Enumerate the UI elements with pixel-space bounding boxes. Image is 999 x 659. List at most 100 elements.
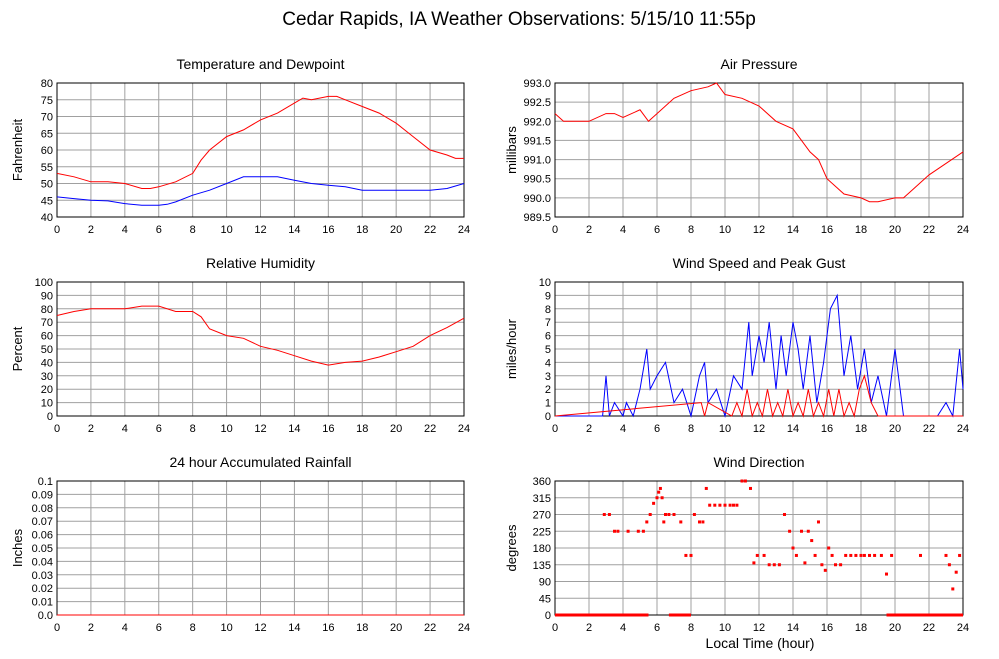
data-point xyxy=(810,539,814,543)
y-tick-label: 992.5 xyxy=(523,97,551,109)
x-tick-label: 16 xyxy=(322,224,334,236)
y-tick-label: 70 xyxy=(41,112,53,124)
data-point xyxy=(830,553,834,557)
y-tick-label: 0 xyxy=(545,411,551,423)
y-tick-label: 993.0 xyxy=(523,78,551,90)
series-line-0 xyxy=(554,82,964,203)
data-point xyxy=(607,513,611,516)
y-tick-label: 0.08 xyxy=(32,503,53,515)
x-tick-label: 8 xyxy=(190,423,196,435)
y-tick-label: 9 xyxy=(545,290,551,302)
y-tick-label: 0.03 xyxy=(32,570,53,582)
y-tick-label: 989.5 xyxy=(523,212,551,224)
y-tick-label: 30 xyxy=(41,371,53,383)
data-point xyxy=(641,529,645,533)
data-point xyxy=(823,568,827,572)
y-tick-label: 10 xyxy=(41,398,53,410)
data-point xyxy=(698,520,701,524)
x-tick-label: 10 xyxy=(719,224,731,236)
data-point xyxy=(658,486,662,490)
data-point xyxy=(954,570,958,574)
x-tick-label: 8 xyxy=(190,224,196,236)
chart-title: 24 hour Accumulated Rainfall xyxy=(169,454,351,470)
data-point xyxy=(919,553,922,557)
data-point xyxy=(652,501,656,505)
data-point xyxy=(728,503,732,507)
data-point xyxy=(827,546,831,550)
x-tick-label: 0 xyxy=(54,622,60,634)
x-tick-label: 20 xyxy=(390,224,402,236)
data-point xyxy=(944,553,948,557)
x-tick-label: 12 xyxy=(753,622,765,634)
data-point xyxy=(616,529,620,533)
data-point xyxy=(803,561,807,565)
x-tick-label: 12 xyxy=(254,224,266,236)
y-tick-label: 5 xyxy=(545,344,551,356)
chart-panels: 0 2 4 6 8 10 12 14 16 18 20 22 24404550556065707580T… xyxy=(10,56,969,634)
data-point xyxy=(636,529,640,533)
data-point xyxy=(655,496,659,500)
data-point xyxy=(723,503,727,507)
data-point xyxy=(849,553,853,557)
x-tick-label: 22 xyxy=(424,622,436,634)
x-tick-label: 0 xyxy=(552,622,558,634)
data-point xyxy=(740,479,744,483)
y-tick-label: 0.01 xyxy=(32,597,53,609)
y-tick-label: 90 xyxy=(539,577,551,589)
y-axis-label: Fahrenheit xyxy=(10,119,25,182)
x-tick-label: 4 xyxy=(122,224,128,236)
y-axis-label: degrees xyxy=(504,524,519,571)
x-tick-label: 4 xyxy=(122,423,128,435)
y-tick-label: 8 xyxy=(545,304,551,316)
data-point xyxy=(664,513,667,516)
data-point xyxy=(817,520,820,524)
y-tick-label: 40 xyxy=(41,212,53,224)
y-tick-label: 45 xyxy=(539,593,551,605)
x-tick-label: 0 xyxy=(552,423,558,435)
x-tick-label: 6 xyxy=(156,423,162,435)
y-tick-label: 315 xyxy=(533,493,551,505)
y-axis-label: millibars xyxy=(504,126,519,174)
data-point xyxy=(662,520,666,524)
y-tick-label: 135 xyxy=(533,560,551,572)
series-line-1 xyxy=(554,374,963,418)
x-tick-label: 2 xyxy=(88,423,94,435)
data-point xyxy=(708,503,712,507)
y-tick-label: 0.04 xyxy=(32,556,53,568)
x-tick-label: 8 xyxy=(688,423,694,435)
x-tick-label: 14 xyxy=(787,622,799,634)
x-tick-label: 6 xyxy=(156,224,162,236)
x-tick-label: 8 xyxy=(688,224,694,236)
y-tick-label: 50 xyxy=(41,344,53,356)
y-tick-label: 2 xyxy=(545,384,551,396)
data-point xyxy=(783,513,786,516)
x-tick-label: 16 xyxy=(821,622,833,634)
data-point xyxy=(834,563,837,567)
y-tick-label: 4 xyxy=(545,357,551,369)
y-tick-label: 80 xyxy=(41,78,53,90)
x-tick-label: 4 xyxy=(620,622,626,634)
y-tick-label: 45 xyxy=(41,195,53,207)
x-tick-label: 24 xyxy=(458,224,470,236)
data-point xyxy=(704,486,708,490)
y-tick-label: 70 xyxy=(41,317,53,329)
x-tick-label: 10 xyxy=(719,622,731,634)
x-tick-label: 16 xyxy=(821,224,833,236)
chart-title: Wind Direction xyxy=(713,454,804,470)
data-point xyxy=(613,529,616,533)
chart-panel-0: 0 2 4 6 8 10 12 14 16 18 20 22 24404550556065707580T… xyxy=(10,56,470,236)
x-tick-label: 0 xyxy=(552,224,558,236)
data-point xyxy=(854,553,858,557)
y-tick-label: 0.02 xyxy=(32,583,53,595)
plot-border xyxy=(554,480,964,616)
x-tick-label: 10 xyxy=(719,423,731,435)
data-point xyxy=(820,563,824,567)
x-tick-label: 18 xyxy=(855,622,867,634)
y-tick-label: 0 xyxy=(545,610,551,622)
x-tick-label: 20 xyxy=(889,423,901,435)
x-tick-label: 18 xyxy=(855,224,867,236)
y-tick-label: 60 xyxy=(41,145,53,157)
data-point xyxy=(645,520,649,524)
